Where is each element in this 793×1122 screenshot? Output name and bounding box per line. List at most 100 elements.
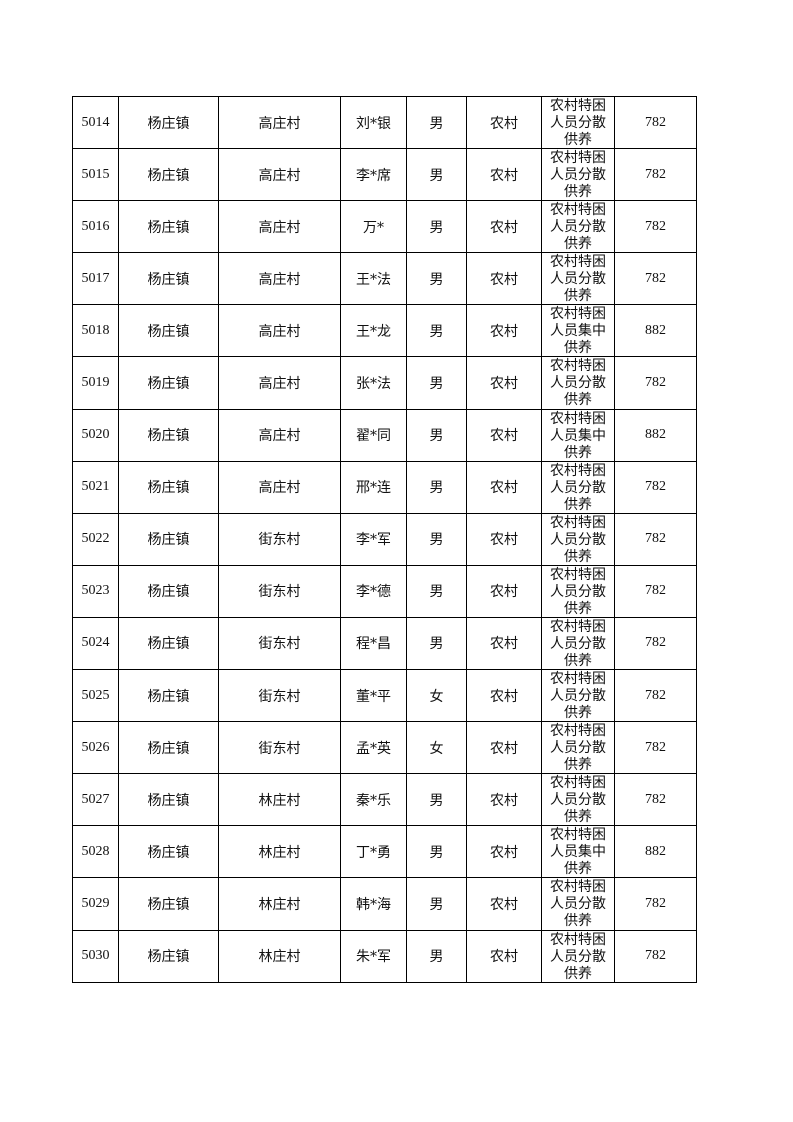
gender-cell: 男 (407, 565, 467, 617)
category-text: 农村特困人员分散供养 (550, 723, 606, 774)
village-cell: 高庄村 (219, 253, 341, 305)
category-cell: 农村特困人员分散供养 (542, 670, 615, 722)
name-cell: 秦*乐 (341, 774, 407, 826)
town-cell: 杨庄镇 (119, 826, 219, 878)
village-cell: 高庄村 (219, 461, 341, 513)
id-cell: 5027 (73, 774, 119, 826)
village-cell: 街东村 (219, 565, 341, 617)
amount-cell: 782 (615, 461, 697, 513)
amount-cell: 882 (615, 305, 697, 357)
town-cell: 杨庄镇 (119, 670, 219, 722)
village-cell: 高庄村 (219, 305, 341, 357)
amount-cell: 782 (615, 357, 697, 409)
category-cell: 农村特困人员集中供养 (542, 826, 615, 878)
household-type-cell: 农村 (467, 201, 542, 253)
town-cell: 杨庄镇 (119, 774, 219, 826)
town-cell: 杨庄镇 (119, 722, 219, 774)
category-cell: 农村特困人员分散供养 (542, 149, 615, 201)
data-table: 5014 杨庄镇 高庄村 刘*银男农村 农村特困人员分散供养 782 5015 杨庄镇 高庄村李… (72, 96, 697, 983)
id-cell: 5025 (73, 670, 119, 722)
village-cell: 街东村 (219, 617, 341, 670)
id-cell: 5021 (73, 461, 119, 513)
gender-cell: 男 (407, 617, 467, 670)
table-row: 5017 杨庄镇 高庄村 王*法男农村 农村特困人员分散供养 782 (73, 253, 697, 306)
town-cell: 杨庄镇 (119, 513, 219, 565)
category-text: 农村特困人员分散供养 (550, 202, 606, 253)
id-cell: 5023 (73, 565, 119, 617)
id-cell: 5016 (73, 201, 119, 253)
name-cell: 朱*军 (341, 930, 407, 982)
category-cell: 农村特困人员集中供养 (542, 409, 615, 461)
table-row: 5018 杨庄镇 高庄村 王*龙男农村 农村特困人员集中供养 882 (73, 305, 697, 358)
category-text: 农村特困人员分散供养 (550, 931, 606, 982)
name-cell: 万* (341, 201, 407, 253)
town-cell: 杨庄镇 (119, 878, 219, 930)
gender-cell: 女 (407, 722, 467, 774)
amount-cell: 782 (615, 149, 697, 201)
table-row: 5030 杨庄镇 林庄村 朱*军男农村 农村特困人员分散供养 782 (73, 930, 697, 983)
category-text: 农村特困人员分散供养 (550, 358, 606, 409)
id-cell: 5014 (73, 97, 119, 149)
village-cell: 高庄村 (219, 357, 341, 409)
amount-cell: 782 (615, 253, 697, 305)
town-cell: 杨庄镇 (119, 357, 219, 409)
table-row: 5027 杨庄镇 林庄村 秦*乐男农村 农村特困人员分散供养 782 (73, 774, 697, 827)
town-cell: 杨庄镇 (119, 461, 219, 513)
table-row: 5015 杨庄镇 高庄村 李*席男农村 农村特困人员分散供养 782 (73, 149, 697, 202)
household-type-cell: 农村 (467, 878, 542, 930)
category-text: 农村特困人员集中供养 (550, 410, 606, 461)
amount-cell: 782 (615, 565, 697, 617)
category-text: 农村特困人员分散供养 (550, 566, 606, 617)
village-cell: 林庄村 (219, 930, 341, 982)
amount-cell: 782 (615, 878, 697, 930)
gender-cell: 男 (407, 305, 467, 357)
table-row: 5024 杨庄镇 街东村 程*昌男农村 农村特困人员分散供养 782 (73, 617, 697, 671)
amount-cell: 782 (615, 97, 697, 149)
id-cell: 5017 (73, 253, 119, 305)
amount-cell: 782 (615, 722, 697, 774)
gender-cell: 男 (407, 357, 467, 409)
village-cell: 街东村 (219, 722, 341, 774)
id-cell: 5019 (73, 357, 119, 409)
village-cell: 街东村 (219, 670, 341, 722)
category-cell: 农村特困人员集中供养 (542, 305, 615, 357)
gender-cell: 男 (407, 409, 467, 461)
village-cell: 林庄村 (219, 826, 341, 878)
household-type-cell: 农村 (467, 565, 542, 617)
category-cell: 农村特困人员分散供养 (542, 774, 615, 826)
town-cell: 杨庄镇 (119, 565, 219, 617)
village-cell: 街东村 (219, 513, 341, 565)
table-row: 5029 杨庄镇 林庄村 韩*海男农村 农村特困人员分散供养 782 (73, 878, 697, 931)
category-cell: 农村特困人员分散供养 (542, 617, 615, 670)
household-type-cell: 农村 (467, 930, 542, 982)
household-type-cell: 农村 (467, 617, 542, 670)
id-cell: 5020 (73, 409, 119, 461)
name-cell: 刘*银 (341, 97, 407, 149)
category-cell: 农村特困人员分散供养 (542, 97, 615, 149)
category-cell: 农村特困人员分散供养 (542, 461, 615, 513)
town-cell: 杨庄镇 (119, 201, 219, 253)
table-row: 5016 杨庄镇 高庄村 万* 男农村 农村特困人员分散供养 782 (73, 201, 697, 254)
town-cell: 杨庄镇 (119, 930, 219, 982)
gender-cell: 男 (407, 201, 467, 253)
gender-cell: 男 (407, 97, 467, 149)
category-cell: 农村特困人员分散供养 (542, 513, 615, 565)
name-cell: 翟*同 (341, 409, 407, 461)
category-cell: 农村特困人员分散供养 (542, 930, 615, 982)
gender-cell: 男 (407, 253, 467, 305)
category-text: 农村特困人员分散供养 (550, 671, 606, 722)
id-cell: 5030 (73, 930, 119, 982)
town-cell: 杨庄镇 (119, 149, 219, 201)
name-cell: 张*法 (341, 357, 407, 409)
category-text: 农村特困人员分散供养 (550, 879, 606, 930)
id-cell: 5018 (73, 305, 119, 357)
category-text: 农村特困人员分散供养 (550, 254, 606, 305)
category-text: 农村特困人员集中供养 (550, 306, 606, 357)
id-cell: 5024 (73, 617, 119, 670)
household-type-cell: 农村 (467, 149, 542, 201)
town-cell: 杨庄镇 (119, 253, 219, 305)
village-cell: 高庄村 (219, 201, 341, 253)
category-text: 农村特困人员分散供养 (550, 462, 606, 513)
name-cell: 王*龙 (341, 305, 407, 357)
category-cell: 农村特困人员分散供养 (542, 201, 615, 253)
